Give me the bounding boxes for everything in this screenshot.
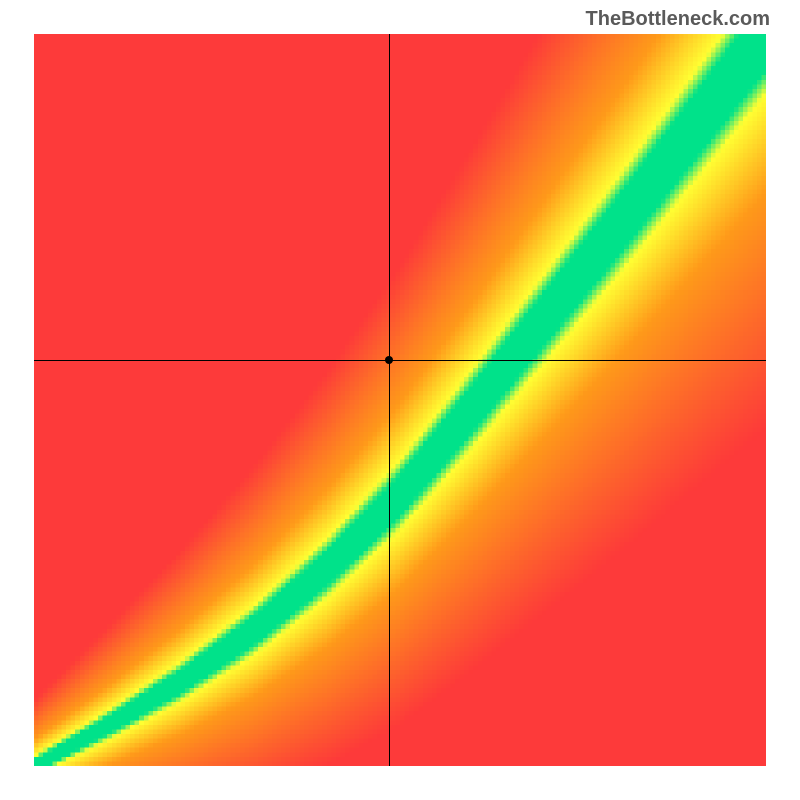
heatmap-canvas xyxy=(34,34,766,766)
crosshair-horizontal xyxy=(34,360,766,361)
selection-marker-dot xyxy=(385,356,393,364)
crosshair-vertical xyxy=(389,34,390,766)
watermark-text: TheBottleneck.com xyxy=(586,8,770,31)
bottleneck-heatmap xyxy=(34,34,766,766)
